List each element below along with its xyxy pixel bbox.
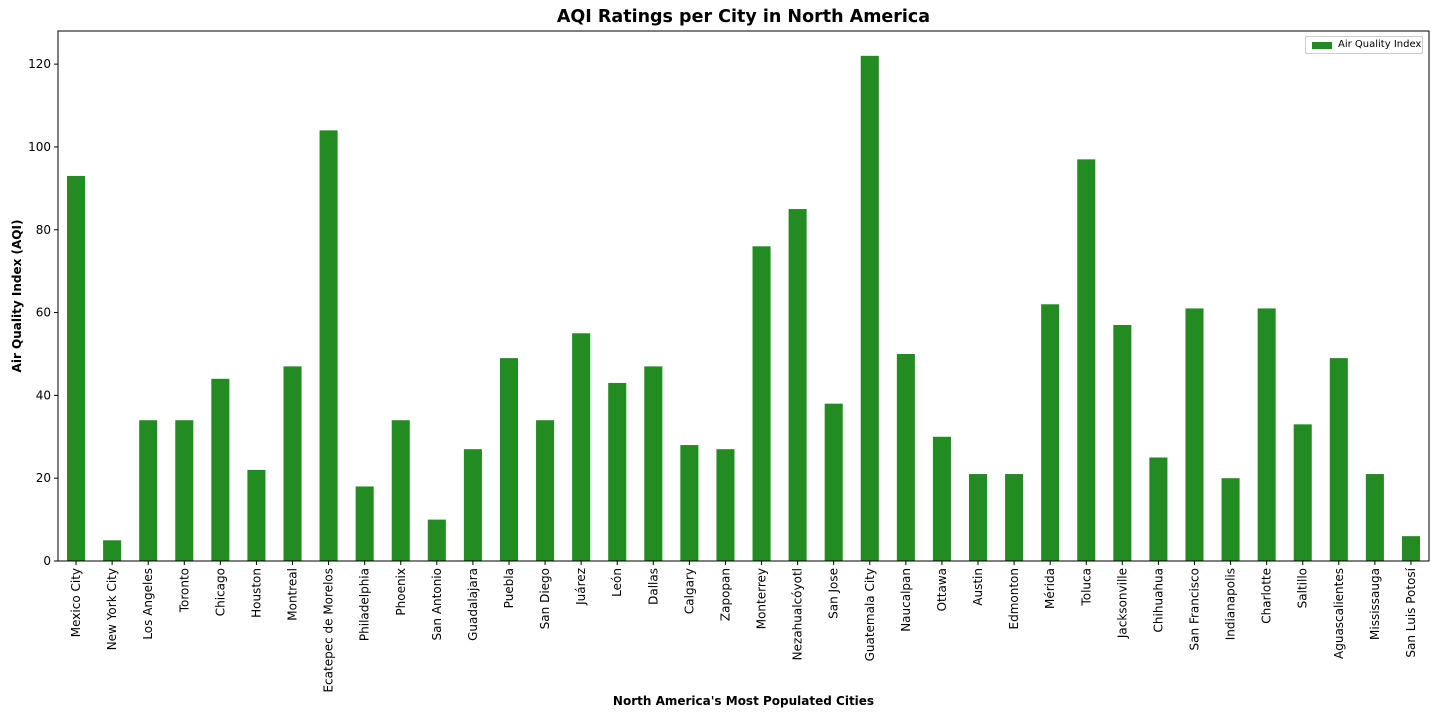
x-tick-label-36: Mississauga bbox=[1368, 568, 1382, 640]
bar-1 bbox=[103, 540, 122, 561]
y-tick-label-5: 100 bbox=[28, 140, 51, 154]
x-tick-label-12: Puebla bbox=[502, 568, 516, 608]
bar-0 bbox=[67, 175, 86, 561]
bar-18 bbox=[716, 449, 735, 561]
x-tick-label-22: Guatemala City bbox=[863, 568, 877, 661]
bar-36 bbox=[1365, 474, 1384, 561]
x-tick-label-30: Chihuahua bbox=[1151, 568, 1165, 632]
bar-3 bbox=[175, 420, 194, 561]
bar-16 bbox=[644, 366, 663, 561]
plot-frame bbox=[57, 30, 1430, 562]
x-tick-label-33: Charlotte bbox=[1260, 568, 1274, 624]
bar-22 bbox=[860, 55, 879, 561]
y-tick-label-6: 120 bbox=[28, 57, 51, 71]
bar-6 bbox=[283, 366, 302, 561]
x-tick-label-32: Indianapolis bbox=[1224, 568, 1238, 640]
x-tick-label-9: Phoenix bbox=[394, 568, 408, 616]
x-tick-label-16: Dallas bbox=[646, 568, 660, 605]
x-tick-label-1: New York City bbox=[105, 568, 119, 650]
bar-24 bbox=[932, 436, 951, 561]
bar-20 bbox=[788, 209, 807, 561]
y-axis: 0 20 40 60 80 100 120 bbox=[28, 57, 58, 568]
x-tick-label-26: Edmonton bbox=[1007, 568, 1021, 630]
x-tick-label-34: Saltillo bbox=[1296, 568, 1310, 608]
bar-12 bbox=[499, 358, 519, 561]
legend-swatch bbox=[1312, 42, 1332, 49]
x-tick-label-0: Mexico City bbox=[69, 568, 83, 637]
x-tick-label-5: Houston bbox=[249, 568, 263, 618]
bar-31 bbox=[1185, 308, 1204, 561]
bar-2 bbox=[139, 420, 158, 561]
bar-28 bbox=[1077, 159, 1096, 561]
bar-11 bbox=[463, 449, 482, 561]
x-tick-label-6: Montreal bbox=[286, 568, 300, 621]
x-tick-label-29: Jacksonville bbox=[1115, 568, 1129, 639]
bar-4 bbox=[211, 378, 230, 561]
x-tick-label-8: Philadelphia bbox=[358, 568, 372, 641]
y-tick-label-2: 40 bbox=[36, 388, 51, 402]
bar-25 bbox=[968, 474, 988, 561]
x-tick-label-28: Toluca bbox=[1079, 568, 1093, 607]
y-axis-label: Air Quality Index (AQI) bbox=[10, 219, 24, 373]
x-tick-label-10: San Antonio bbox=[430, 568, 444, 641]
x-tick-label-14: Juárez bbox=[574, 568, 588, 606]
bar-14 bbox=[572, 333, 591, 561]
x-axis-label: North America's Most Populated Cities bbox=[612, 694, 875, 708]
x-tick-label-7: Ecatepec de Morelos bbox=[322, 568, 336, 693]
x-tick-label-23: Naucalpan bbox=[899, 568, 913, 632]
y-tick-label-1: 20 bbox=[36, 471, 51, 485]
bar-33 bbox=[1257, 308, 1276, 561]
x-tick-label-18: Zapopan bbox=[718, 568, 732, 621]
bar-7 bbox=[319, 130, 338, 561]
x-tick-label-37: San Luis Potosí bbox=[1404, 567, 1418, 657]
x-tick-label-19: Monterrey bbox=[755, 568, 769, 629]
bar-26 bbox=[1005, 474, 1024, 561]
x-tick-label-24: Ottawa bbox=[935, 568, 949, 611]
bar-34 bbox=[1293, 424, 1312, 561]
x-tick-label-11: Guadalajara bbox=[466, 568, 480, 641]
bar-9 bbox=[391, 420, 410, 561]
bar-27 bbox=[1041, 304, 1060, 561]
x-tick-label-21: San Jose bbox=[827, 568, 841, 619]
x-tick-label-20: Nezahualcóyotl bbox=[791, 568, 805, 660]
x-axis: Mexico City New York City Los Angeles Toron… bbox=[69, 561, 1418, 693]
x-tick-label-13: San Diego bbox=[538, 568, 552, 629]
x-tick-label-17: Calgary bbox=[682, 568, 696, 614]
x-tick-label-27: Mérida bbox=[1043, 568, 1057, 609]
x-tick-label-15: León bbox=[610, 568, 624, 597]
bar-8 bbox=[355, 486, 374, 561]
bar-29 bbox=[1113, 324, 1132, 561]
bar-23 bbox=[896, 353, 915, 561]
chart-title: AQI Ratings per City in North America bbox=[556, 7, 931, 27]
bar-19 bbox=[752, 246, 771, 561]
legend-label: Air Quality Index bbox=[1338, 39, 1422, 50]
bar-15 bbox=[608, 382, 627, 561]
bar-21 bbox=[824, 403, 843, 561]
x-tick-label-3: Toronto bbox=[177, 568, 191, 613]
bar-32 bbox=[1221, 478, 1240, 561]
y-tick-label-0: 0 bbox=[43, 554, 51, 568]
y-tick-label-4: 80 bbox=[36, 223, 51, 237]
x-tick-label-25: Austin bbox=[971, 568, 985, 606]
x-tick-label-2: Los Angeles bbox=[141, 568, 155, 640]
legend: Air Quality Index bbox=[1305, 36, 1423, 54]
x-tick-label-4: Chicago bbox=[213, 568, 227, 616]
bar-5 bbox=[247, 469, 266, 561]
bar-35 bbox=[1329, 358, 1348, 561]
bar-10 bbox=[427, 519, 446, 561]
bars-group bbox=[67, 55, 1420, 561]
x-tick-label-35: Aguascalientes bbox=[1332, 568, 1346, 659]
bar-30 bbox=[1149, 457, 1168, 561]
bar-13 bbox=[536, 420, 555, 561]
x-tick-label-31: San Francisco bbox=[1187, 568, 1201, 650]
bar-37 bbox=[1401, 536, 1420, 561]
y-tick-label-3: 60 bbox=[36, 306, 51, 320]
bar-17 bbox=[680, 445, 699, 561]
